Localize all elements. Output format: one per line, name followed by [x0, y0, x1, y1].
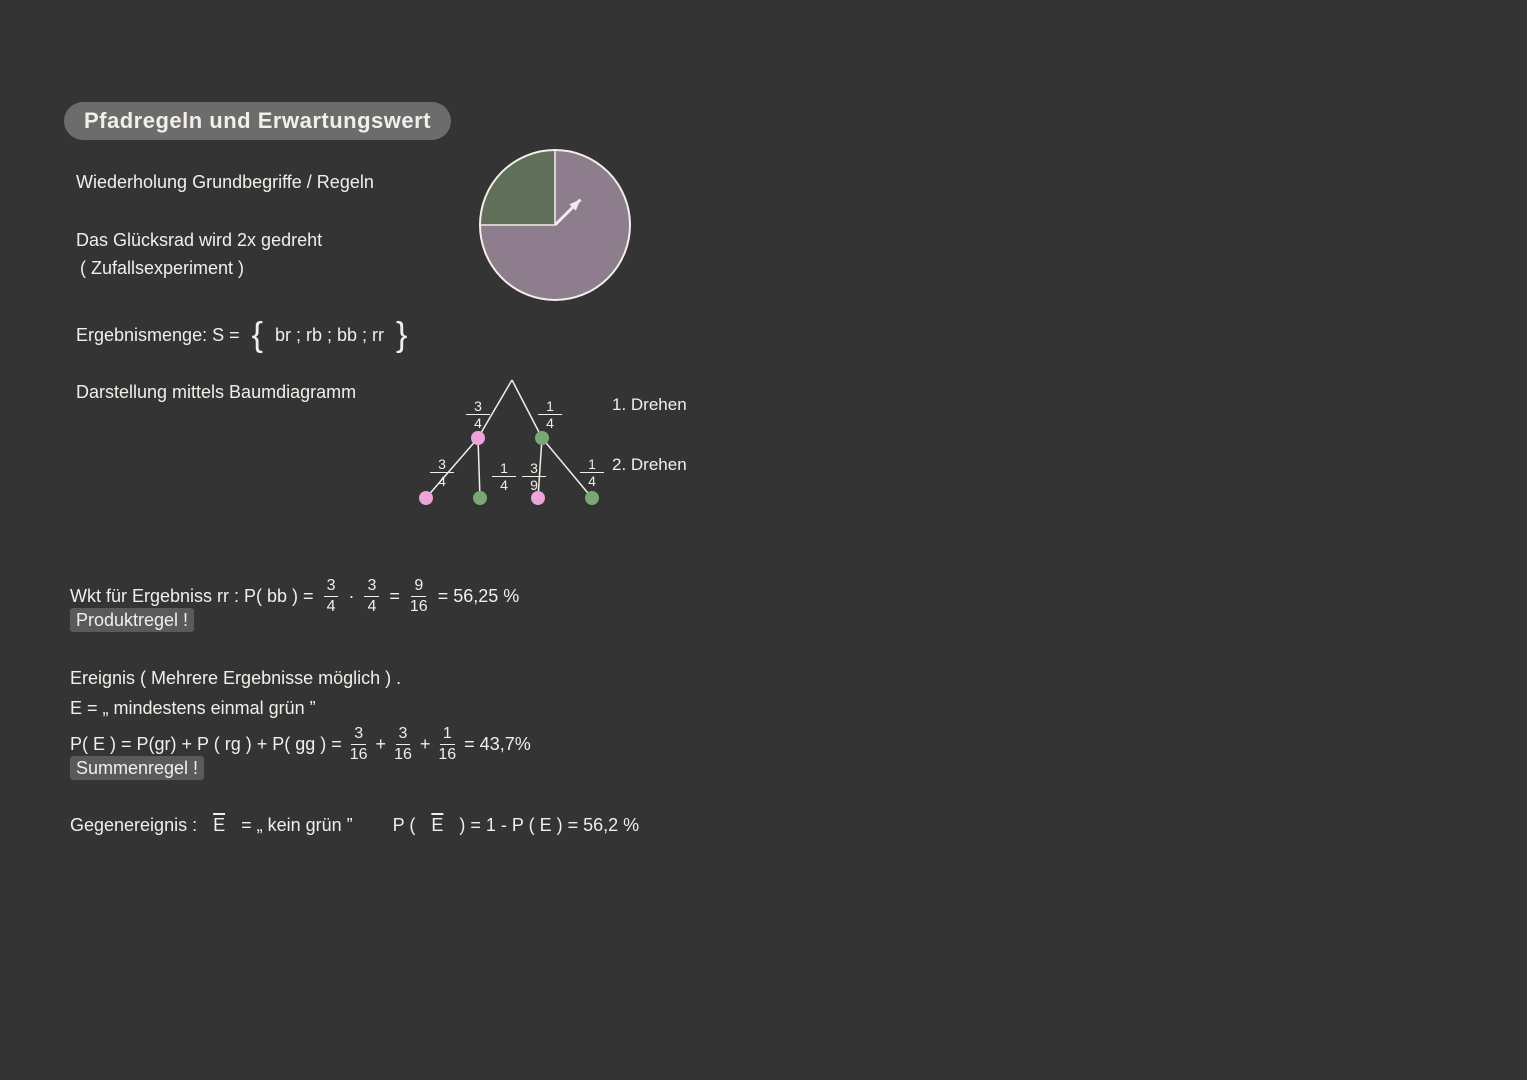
- wkt-frac-2: 34: [364, 578, 379, 615]
- gegenereignis-line: Gegenereignis : E = „ kein grün ” P ( E …: [70, 815, 639, 836]
- gegen-e-bar-2: E: [429, 815, 445, 836]
- pe-frac-2: 316: [394, 726, 412, 763]
- pe-frac-1: 316: [350, 726, 368, 763]
- wkt-prefix: Wkt für Ergebniss rr : P( bb ) =: [70, 586, 314, 607]
- summenregel: Summenregel !: [70, 758, 204, 779]
- pe-result: = 43,7%: [464, 734, 531, 755]
- spin-1-label: 1. Drehen: [612, 395, 687, 415]
- wkt-frac-3: 916: [410, 578, 428, 615]
- spin-2-label: 2. Drehen: [612, 455, 687, 475]
- gegen-formula-2: ) = 1 - P ( E ) = 56,2 %: [459, 815, 639, 836]
- gegen-def: = „ kein grün ”: [241, 815, 353, 836]
- wkt-frac-1: 34: [324, 578, 339, 615]
- wkt-percent: = 56,25 %: [438, 586, 520, 607]
- gegen-e-bar-1: E: [211, 815, 227, 836]
- pe-prefix: P( E ) = P(gr) + P ( rg ) + P( gg ) =: [70, 734, 342, 755]
- pe-frac-3: 116: [438, 726, 456, 763]
- e-def: E = „ mindestens einmal grün ”: [70, 698, 316, 719]
- produktregel: Produktregel !: [70, 610, 194, 631]
- gegen-prefix: Gegenereignis :: [70, 815, 197, 836]
- wheel-chart: [0, 0, 1527, 400]
- ereignis-line: Ereignis ( Mehrere Ergebnisse möglich ) …: [70, 668, 401, 689]
- gegen-formula-1: P (: [393, 815, 416, 836]
